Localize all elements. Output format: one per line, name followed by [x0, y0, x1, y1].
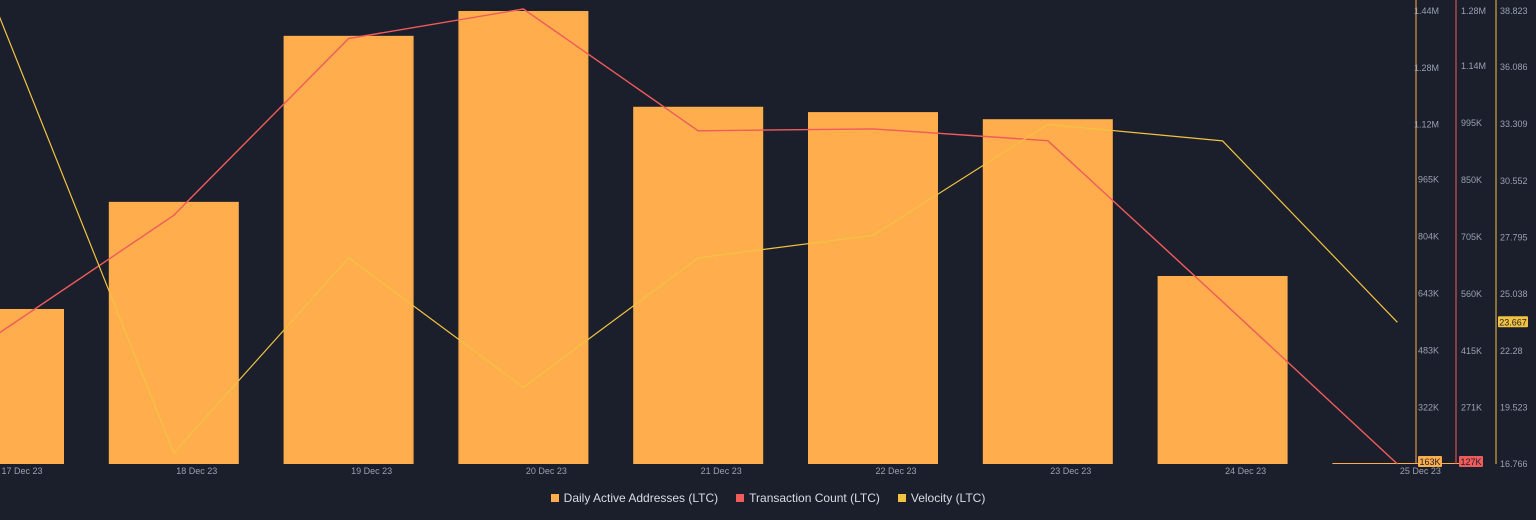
velocity-axis-tick-label-4: 27.795: [1500, 232, 1528, 242]
transaction-axis-tick-label-2: 995K: [1461, 118, 1482, 128]
bar-daily-active-0[interactable]: [0, 308, 64, 464]
legend-swatch-transaction-count: [736, 494, 745, 502]
transaction-axis-tick-label-3: 850K: [1461, 175, 1482, 185]
daily-active-axis-tick-label-3: 965K: [1418, 175, 1439, 185]
transaction-axis-tick-label-5: 560K: [1461, 289, 1482, 299]
daily-active-current-badge-bg: [1418, 456, 1442, 467]
line-velocity[interactable]: [0, 16, 1398, 454]
velocity-axis-tick-label-7: 19.523: [1500, 402, 1528, 412]
daily-active-axis-tick-label-4: 804K: [1418, 232, 1439, 242]
daily-active-axis-tick-label-6: 483K: [1418, 345, 1439, 355]
bar-daily-active-1[interactable]: [108, 201, 239, 464]
bar-daily-active-4[interactable]: [633, 106, 764, 464]
x-tick-label-0: 17 Dec 23: [1, 466, 42, 476]
x-tick-label-5: 22 Dec 23: [875, 466, 916, 476]
x-tick-label-7: 24 Dec 23: [1225, 466, 1266, 476]
legend-item-daily-active[interactable]: Daily Active Addresses (LTC): [550, 491, 719, 505]
transaction-current-badge: 127K: [1460, 457, 1481, 467]
transaction-axis-tick-label-0: 1.28M: [1461, 6, 1486, 16]
velocity-current-badge-bg: [1498, 316, 1528, 328]
legend-label-transaction-count: Transaction Count (LTC): [749, 491, 880, 505]
velocity-axis-tick-label-3: 30.552: [1500, 176, 1528, 186]
velocity-axis-tick-label-8: 16.766: [1500, 459, 1528, 469]
transaction-current-badge-bg: [1459, 456, 1483, 467]
legend-swatch-daily-active: [550, 494, 559, 502]
daily-active-axis-tick-label-2: 1.12M: [1414, 120, 1439, 130]
transaction-axis-tick-label-1: 1.14M: [1461, 61, 1486, 71]
daily-active-axis-tick-label-0: 1.44M: [1414, 6, 1439, 16]
legend-label-velocity: Velocity (LTC): [910, 491, 986, 505]
x-tick-label-8: 25 Dec 23: [1400, 466, 1441, 476]
legend-swatch-velocity: [897, 494, 906, 502]
legend-item-velocity[interactable]: Velocity (LTC): [897, 491, 986, 505]
daily-active-axis-tick-label-5: 643K: [1418, 289, 1439, 299]
transaction-axis-tick-label-4: 705K: [1461, 232, 1482, 242]
daily-active-axis-tick-label-7: 322K: [1418, 403, 1439, 413]
velocity-axis-tick-label-1: 36.086: [1500, 62, 1528, 72]
velocity-current-badge: 23.667: [1499, 317, 1527, 327]
bar-daily-active-6[interactable]: [982, 119, 1113, 465]
x-tick-label-4: 21 Dec 23: [701, 466, 742, 476]
velocity-axis-tick-label-6: 22.28: [1500, 346, 1523, 356]
x-tick-label-6: 23 Dec 23: [1050, 466, 1091, 476]
x-tick-label-2: 19 Dec 23: [351, 466, 392, 476]
daily-active-current-badge: 163K: [1419, 457, 1440, 467]
velocity-axis-tick-label-0: 38.823: [1500, 6, 1528, 16]
bar-daily-active-7[interactable]: [1157, 275, 1288, 464]
bar-daily-active-3[interactable]: [458, 11, 589, 464]
x-tick-label-1: 18 Dec 23: [176, 466, 217, 476]
bar-daily-active-5[interactable]: [808, 112, 938, 465]
x-tick-label-3: 20 Dec 23: [526, 466, 567, 476]
velocity-axis-tick-label-2: 33.309: [1500, 119, 1528, 129]
legend: Daily Active Addresses (LTC) Transaction…: [0, 491, 1536, 505]
legend-item-transaction-count[interactable]: Transaction Count (LTC): [736, 491, 880, 505]
daily-active-axis-tick-label-1: 1.28M: [1414, 63, 1439, 73]
velocity-axis-tick-label-5: 25.038: [1500, 289, 1528, 299]
legend-label-daily-active: Daily Active Addresses (LTC): [563, 491, 719, 505]
transaction-axis-tick-label-7: 271K: [1461, 402, 1482, 412]
transaction-axis-tick-label-6: 415K: [1461, 346, 1482, 356]
line-transaction-count[interactable]: [0, 8, 1398, 465]
bar-daily-active-2[interactable]: [283, 35, 414, 465]
